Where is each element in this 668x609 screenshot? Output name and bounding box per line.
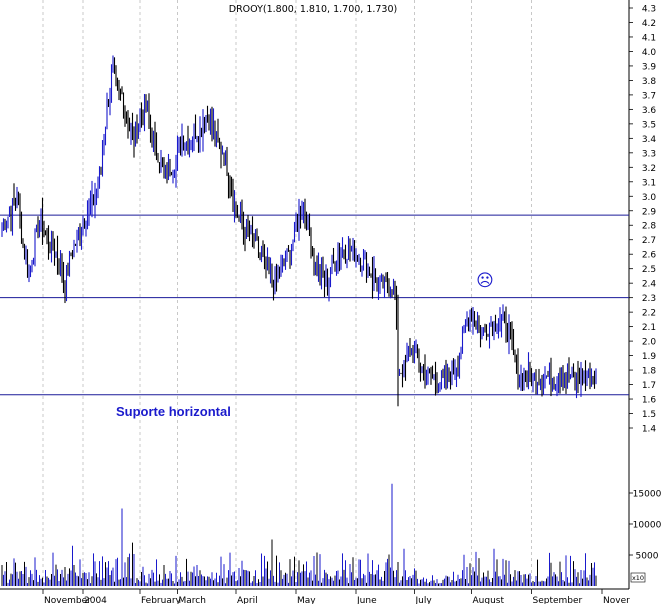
x-tick-label: March — [179, 596, 206, 604]
y-tick-label: 2.5 — [642, 265, 656, 275]
y-tick-label: 3.6 — [642, 106, 657, 116]
x-tick-label: 2004 — [84, 596, 107, 604]
y-tick-label: 4.3 — [642, 5, 656, 15]
volume-tick-label: 15000 — [633, 490, 662, 500]
y-tick-label: 2.2 — [642, 309, 656, 319]
y-tick-label: 2.9 — [642, 207, 657, 217]
price-bars — [1, 55, 597, 407]
y-tick-label: 3.3 — [642, 149, 656, 159]
x-tick-label: June — [356, 596, 377, 604]
y-tick-label: 3.8 — [642, 77, 657, 87]
y-tick-label: 2.8 — [642, 222, 657, 232]
x-tick-label: February — [141, 596, 182, 604]
volume-tick-label: 10000 — [633, 521, 662, 531]
volume-unit-label: x10 — [632, 574, 644, 582]
x-tick-label: May — [297, 596, 316, 604]
plot-background — [0, 0, 629, 589]
y-tick-label: 1.5 — [642, 410, 656, 420]
support-annotation: Suporte horizontal — [116, 404, 231, 419]
x-tick-label: November — [44, 596, 91, 604]
y-tick-label: 4.1 — [642, 33, 656, 43]
y-tick-label: 3.4 — [642, 135, 657, 145]
volume-layer — [1, 483, 597, 586]
y-tick-label: 3.9 — [642, 62, 657, 72]
y-tick-label: 4.2 — [642, 19, 656, 29]
chart-title: DROOY(1.800, 1.810, 1.700, 1.730) — [229, 4, 397, 15]
y-tick-label: 2.6 — [642, 251, 657, 261]
y-tick-label: 1.4 — [642, 425, 657, 435]
x-tick-label: April — [237, 596, 258, 604]
y-tick-label: 1.7 — [642, 381, 656, 391]
y-tick-label: 2.4 — [642, 280, 657, 290]
y-tick-label: 3.2 — [642, 164, 656, 174]
y-tick-label: 2.0 — [642, 338, 657, 348]
y-tick-label: 1.8 — [642, 367, 657, 377]
y-axis: 1.4 1.5 1.6 1.7 1.8 1.9 2.0 2.1 2.2 2.3 2.4 2.5 2.6 2… — [629, 5, 662, 562]
volume-tick-label: 5000 — [636, 552, 659, 562]
y-tick-label: 4.0 — [642, 48, 657, 58]
y-tick-label: 3.7 — [642, 91, 656, 101]
y-tick-label: 3.0 — [642, 193, 657, 203]
y-tick-label: 2.7 — [642, 236, 656, 246]
y-tick-label: 3.1 — [642, 178, 656, 188]
x-tick-label: Nover — [603, 596, 630, 604]
sad-face-icon: ☹ — [476, 271, 494, 291]
y-tick-label: 2.1 — [642, 323, 656, 333]
y-tick-label: 1.6 — [642, 396, 657, 406]
y-tick-label: 1.9 — [642, 352, 657, 362]
y-tick-label: 2.3 — [642, 294, 656, 304]
x-tick-label: August — [473, 596, 505, 604]
x-tick-label: September — [533, 596, 583, 604]
y-tick-label: 3.5 — [642, 120, 656, 130]
grid-layer — [42, 0, 532, 589]
support-lines — [0, 214, 629, 396]
x-tick-label: July — [415, 596, 433, 604]
volume-unit-box — [630, 572, 646, 583]
